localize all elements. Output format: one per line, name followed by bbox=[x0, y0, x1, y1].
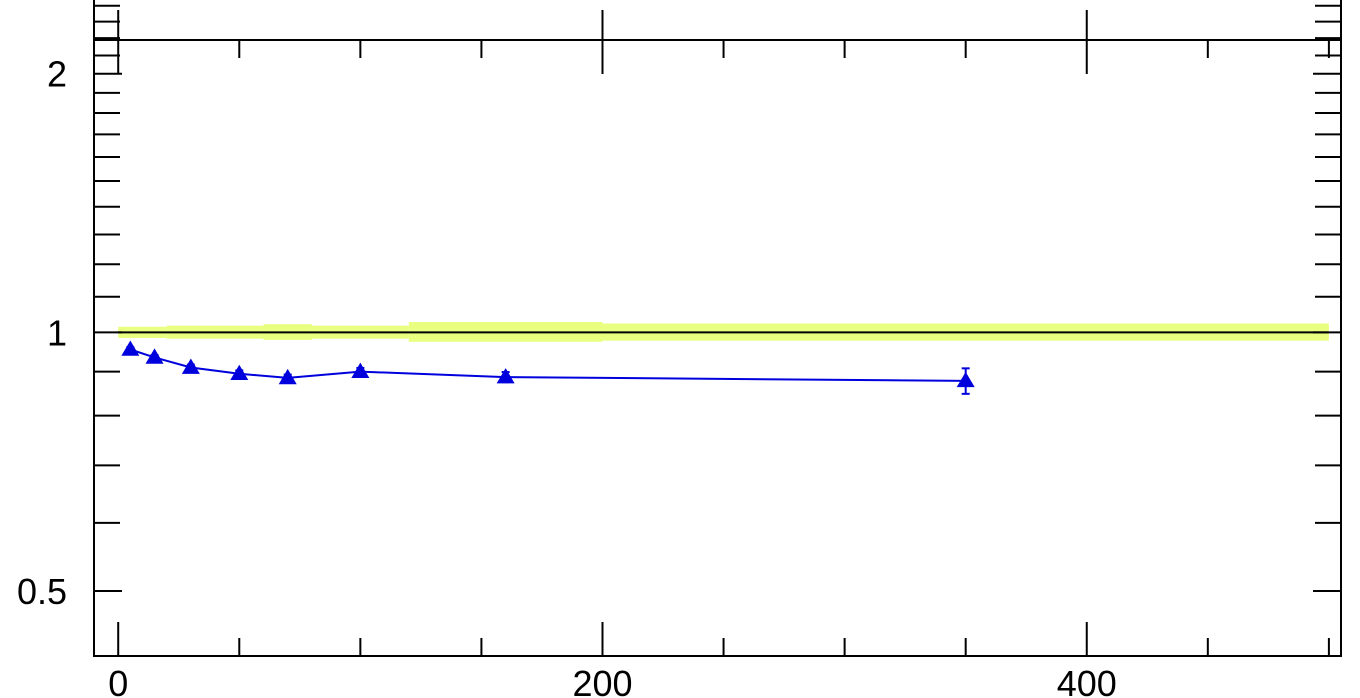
x-tick-label: 200 bbox=[572, 663, 632, 698]
data-point-marker bbox=[956, 371, 975, 388]
y-tick-label: 0.5 bbox=[17, 571, 67, 612]
data-point-marker bbox=[351, 362, 370, 378]
x-tick-label: 0 bbox=[108, 663, 128, 698]
data-point-marker bbox=[230, 364, 249, 381]
tick-labels: 0 200 400 0.5 1 2 bbox=[17, 54, 1117, 698]
x-tick-label: 400 bbox=[1057, 663, 1117, 698]
data-point-marker bbox=[121, 340, 140, 356]
data-point-marker bbox=[181, 358, 200, 374]
y-tick-label: 1 bbox=[47, 312, 67, 353]
series-0-line bbox=[130, 348, 966, 382]
data-point-marker bbox=[496, 368, 515, 384]
plot-frame bbox=[93, 0, 1342, 657]
data-point-marker bbox=[145, 348, 164, 364]
axes-frame bbox=[93, 0, 1342, 657]
data-point-marker bbox=[278, 368, 297, 385]
y-tick-label: 2 bbox=[47, 54, 67, 95]
data-series bbox=[121, 340, 975, 395]
